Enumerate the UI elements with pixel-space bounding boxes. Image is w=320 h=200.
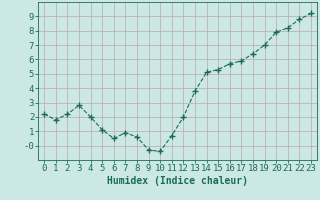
X-axis label: Humidex (Indice chaleur): Humidex (Indice chaleur)	[107, 176, 248, 186]
